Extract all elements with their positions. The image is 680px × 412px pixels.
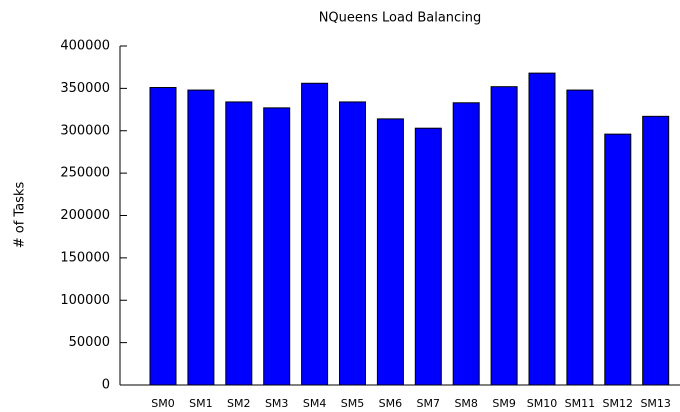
- x-tick-label: SM12: [603, 397, 633, 410]
- bar: [225, 101, 253, 386]
- bar: [301, 82, 329, 386]
- y-tick-label: 100000: [60, 293, 110, 308]
- x-tick-label: SM3: [265, 397, 288, 410]
- chart-title: NQueens Load Balancing: [319, 11, 482, 26]
- y-tick-label: 300000: [60, 123, 110, 138]
- y-tick-label: 0: [102, 378, 110, 393]
- y-tick-label: 250000: [60, 166, 110, 181]
- x-tick-label: SM4: [303, 397, 326, 410]
- y-axis-label: # of Tasks: [13, 182, 28, 249]
- x-tick-label: SM9: [492, 397, 515, 410]
- x-tick-label: SM7: [417, 397, 440, 410]
- bar: [414, 127, 442, 386]
- x-tick-label: SM6: [379, 397, 402, 410]
- x-tick-label: SM2: [227, 397, 250, 410]
- bar: [604, 133, 632, 386]
- y-tick-label: 50000: [69, 335, 110, 350]
- bar: [490, 86, 518, 386]
- bar: [642, 115, 670, 386]
- x-tick-label: SM0: [151, 397, 174, 410]
- y-tick-label: 200000: [60, 208, 110, 223]
- bar: [566, 89, 594, 386]
- bar: [187, 89, 215, 386]
- bar: [149, 87, 177, 386]
- bar: [452, 102, 480, 386]
- bar: [376, 118, 404, 386]
- bar: [263, 107, 291, 386]
- x-tick-label: SM11: [565, 397, 595, 410]
- x-tick-label: SM5: [341, 397, 364, 410]
- x-tick-label: SM13: [640, 397, 670, 410]
- bar: [528, 72, 556, 386]
- x-tick-label: SM1: [189, 397, 212, 410]
- x-tick-label: SM10: [527, 397, 557, 410]
- bar: [339, 101, 366, 386]
- y-tick-label: 150000: [60, 250, 110, 265]
- x-tick-label: SM8: [454, 397, 477, 410]
- y-tick-label: 400000: [60, 39, 110, 54]
- y-tick-label: 350000: [60, 81, 110, 96]
